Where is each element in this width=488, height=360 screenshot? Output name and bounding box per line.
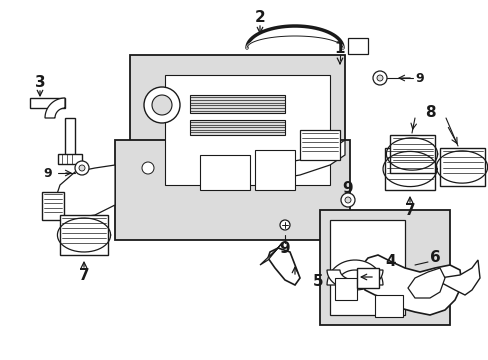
Bar <box>130 55 345 195</box>
Bar <box>347 38 367 54</box>
Text: 5: 5 <box>312 274 323 289</box>
Bar <box>42 192 64 220</box>
Bar <box>190 120 285 135</box>
Bar <box>329 220 404 315</box>
Text: 2: 2 <box>254 9 265 24</box>
Text: 6: 6 <box>429 251 440 266</box>
Circle shape <box>143 87 180 123</box>
Circle shape <box>152 95 172 115</box>
Bar <box>439 148 484 186</box>
Circle shape <box>372 71 386 85</box>
Circle shape <box>75 161 89 175</box>
Polygon shape <box>326 260 382 285</box>
Text: 1: 1 <box>334 41 345 55</box>
Bar <box>389 135 434 173</box>
Text: 4: 4 <box>384 255 395 270</box>
Text: 9: 9 <box>342 180 353 195</box>
Bar <box>60 215 108 255</box>
Circle shape <box>280 220 289 230</box>
Bar <box>299 130 339 160</box>
Circle shape <box>345 197 350 203</box>
Polygon shape <box>30 98 65 108</box>
Bar <box>115 140 349 240</box>
Circle shape <box>142 162 154 174</box>
Polygon shape <box>359 255 461 315</box>
Circle shape <box>376 75 382 81</box>
Text: 9: 9 <box>279 240 290 256</box>
Bar <box>374 295 402 317</box>
Polygon shape <box>407 268 444 298</box>
Polygon shape <box>326 270 382 290</box>
Text: 7: 7 <box>79 267 89 283</box>
Text: 9: 9 <box>414 72 423 85</box>
Circle shape <box>340 193 354 207</box>
Polygon shape <box>439 260 479 295</box>
Text: 9: 9 <box>43 166 52 180</box>
Bar <box>334 278 356 300</box>
Polygon shape <box>267 248 299 285</box>
Bar <box>164 75 329 185</box>
Text: 7: 7 <box>404 202 414 217</box>
Bar <box>58 154 82 164</box>
Bar <box>356 268 378 288</box>
Polygon shape <box>55 165 115 218</box>
Bar <box>200 155 249 190</box>
Circle shape <box>79 165 85 171</box>
Bar <box>254 150 294 190</box>
Bar <box>384 148 434 190</box>
Polygon shape <box>65 118 75 155</box>
Text: 3: 3 <box>35 75 45 90</box>
Polygon shape <box>260 243 282 265</box>
Text: 8: 8 <box>424 104 434 120</box>
Bar <box>190 95 285 113</box>
Bar <box>319 210 449 325</box>
Polygon shape <box>45 98 65 118</box>
Polygon shape <box>269 140 345 180</box>
